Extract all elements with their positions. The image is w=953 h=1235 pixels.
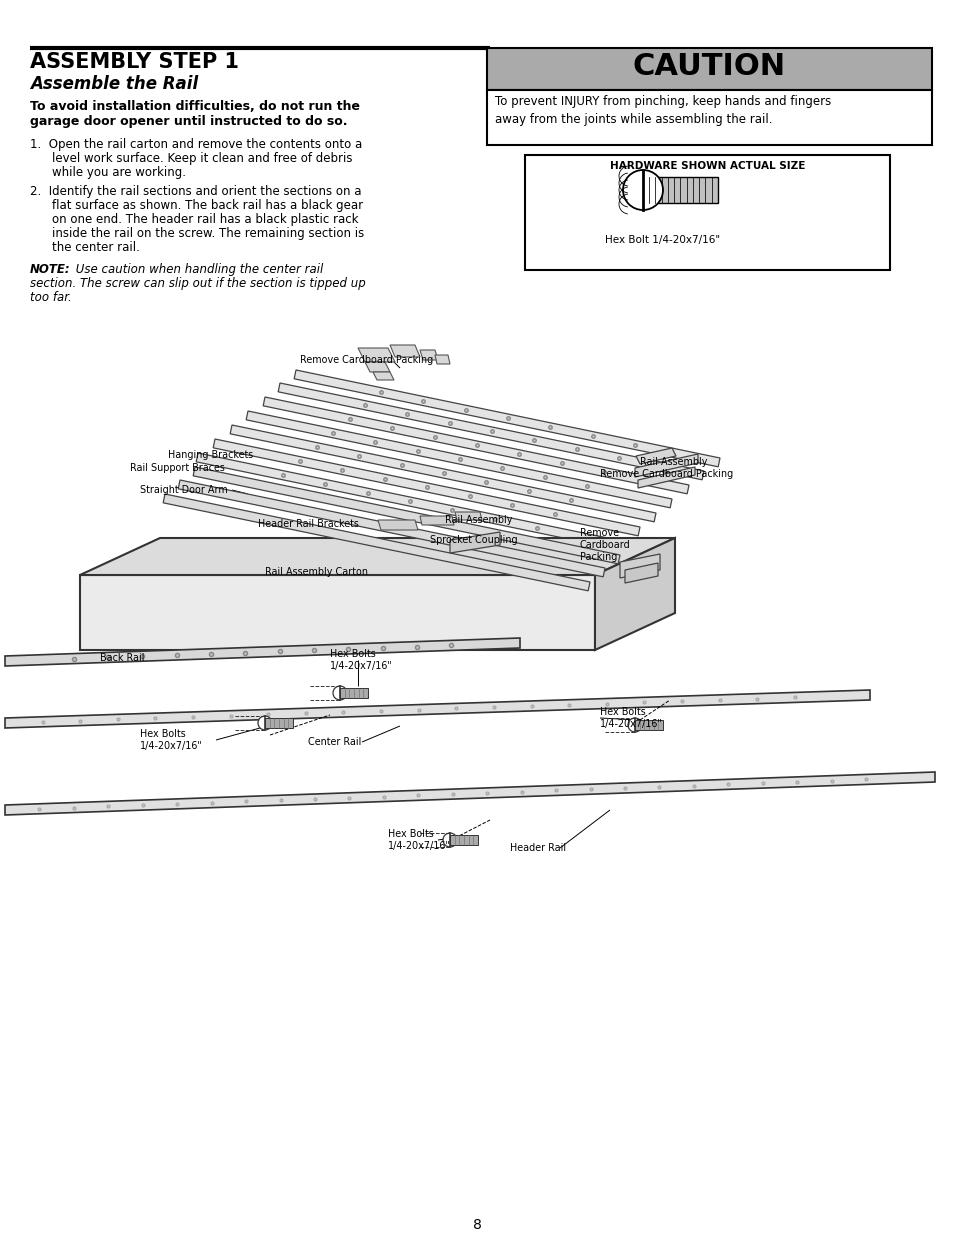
- Polygon shape: [435, 354, 450, 364]
- Polygon shape: [5, 690, 869, 727]
- Polygon shape: [178, 480, 604, 577]
- Text: Rail Assembly: Rail Assembly: [639, 457, 707, 467]
- Polygon shape: [619, 555, 659, 578]
- Text: To prevent INJURY from pinching, keep hands and fingers
away from the joints whi: To prevent INJURY from pinching, keep ha…: [495, 95, 830, 126]
- Text: Center Rail: Center Rail: [308, 737, 361, 747]
- Text: garage door opener until instructed to do so.: garage door opener until instructed to d…: [30, 115, 347, 128]
- Text: Hex Bolts
1/4-20x7/16": Hex Bolts 1/4-20x7/16": [330, 650, 393, 671]
- Text: Hex Bolts
1/4-20x7/16": Hex Bolts 1/4-20x7/16": [388, 829, 450, 851]
- Text: Sprocket Coupling: Sprocket Coupling: [430, 535, 517, 545]
- Bar: [635, 720, 662, 730]
- Bar: [524, 156, 889, 270]
- Polygon shape: [373, 372, 394, 380]
- Bar: [486, 48, 931, 90]
- Circle shape: [333, 685, 347, 700]
- Polygon shape: [635, 454, 698, 477]
- Text: 2.  Identify the rail sections and orient the sections on a: 2. Identify the rail sections and orient…: [30, 185, 361, 198]
- Text: 8: 8: [472, 1218, 481, 1233]
- Text: Hex Bolts
1/4-20x7/16": Hex Bolts 1/4-20x7/16": [599, 708, 662, 729]
- Polygon shape: [638, 467, 695, 488]
- Text: Back Rail: Back Rail: [100, 653, 144, 663]
- Polygon shape: [419, 516, 454, 525]
- Text: Header Rail Brackets: Header Rail Brackets: [257, 519, 358, 529]
- Text: too far.: too far.: [30, 291, 71, 304]
- Text: NOTE:: NOTE:: [30, 263, 71, 275]
- Circle shape: [622, 170, 662, 210]
- Polygon shape: [80, 576, 595, 650]
- Bar: [642, 177, 718, 203]
- Text: while you are working.: while you are working.: [52, 165, 186, 179]
- Text: Hex Bolt 1/4-20x7/16": Hex Bolt 1/4-20x7/16": [604, 235, 720, 245]
- Polygon shape: [357, 348, 395, 362]
- Text: Remove
Cardboard
Packing: Remove Cardboard Packing: [579, 529, 630, 562]
- Polygon shape: [263, 396, 688, 494]
- Text: section. The screw can slip out if the section is tipped up: section. The screw can slip out if the s…: [30, 277, 365, 290]
- Polygon shape: [5, 772, 934, 815]
- Text: level work surface. Keep it clean and free of debris: level work surface. Keep it clean and fr…: [52, 152, 352, 165]
- Text: Use caution when handling the center rail: Use caution when handling the center rai…: [71, 263, 323, 275]
- Polygon shape: [213, 438, 639, 536]
- Text: To avoid installation difficulties, do not run the: To avoid installation difficulties, do n…: [30, 100, 359, 112]
- Text: Header Rail: Header Rail: [510, 844, 565, 853]
- Text: Rail Assembly Carton: Rail Assembly Carton: [265, 567, 368, 577]
- Polygon shape: [390, 345, 419, 357]
- Polygon shape: [230, 425, 656, 522]
- Polygon shape: [5, 638, 519, 666]
- Text: 1.  Open the rail carton and remove the contents onto a: 1. Open the rail carton and remove the c…: [30, 138, 362, 151]
- Text: the center rail.: the center rail.: [52, 241, 140, 254]
- Text: on one end. The header rail has a black plastic rack: on one end. The header rail has a black …: [52, 212, 358, 226]
- Polygon shape: [365, 362, 390, 372]
- Polygon shape: [80, 538, 675, 576]
- Text: CAUTION: CAUTION: [632, 52, 785, 82]
- Text: HARDWARE SHOWN ACTUAL SIZE: HARDWARE SHOWN ACTUAL SIZE: [609, 161, 804, 170]
- Polygon shape: [377, 520, 417, 530]
- Text: Remove Cardboard Packing: Remove Cardboard Packing: [599, 469, 733, 479]
- Text: flat surface as shown. The back rail has a black gear: flat surface as shown. The back rail has…: [52, 199, 363, 212]
- Polygon shape: [278, 383, 703, 480]
- Polygon shape: [294, 370, 720, 467]
- Polygon shape: [455, 513, 481, 520]
- Text: Assemble the Rail: Assemble the Rail: [30, 75, 198, 93]
- Text: Hanging Brackets: Hanging Brackets: [168, 450, 253, 459]
- Polygon shape: [450, 532, 499, 553]
- Polygon shape: [595, 538, 675, 650]
- Text: Hex Bolts
1/4-20x7/16": Hex Bolts 1/4-20x7/16": [140, 729, 202, 751]
- Circle shape: [442, 832, 456, 847]
- Bar: [486, 90, 931, 144]
- Circle shape: [257, 716, 272, 730]
- Polygon shape: [163, 494, 589, 590]
- Bar: [265, 718, 293, 727]
- Circle shape: [627, 718, 641, 732]
- Polygon shape: [193, 467, 619, 564]
- Text: Remove Cardboard Packing: Remove Cardboard Packing: [299, 354, 433, 366]
- Text: Rail Assembly: Rail Assembly: [444, 515, 512, 525]
- Polygon shape: [636, 448, 676, 464]
- Bar: [339, 688, 368, 698]
- Text: ASSEMBLY STEP 1: ASSEMBLY STEP 1: [30, 52, 239, 72]
- Polygon shape: [419, 350, 437, 359]
- Bar: [450, 835, 477, 845]
- Text: Straight Door Arm: Straight Door Arm: [140, 485, 228, 495]
- Text: inside the rail on the screw. The remaining section is: inside the rail on the screw. The remain…: [52, 227, 364, 240]
- Polygon shape: [246, 411, 671, 508]
- Polygon shape: [624, 563, 658, 583]
- Text: Rail Support Braces: Rail Support Braces: [130, 463, 225, 473]
- Polygon shape: [196, 453, 621, 550]
